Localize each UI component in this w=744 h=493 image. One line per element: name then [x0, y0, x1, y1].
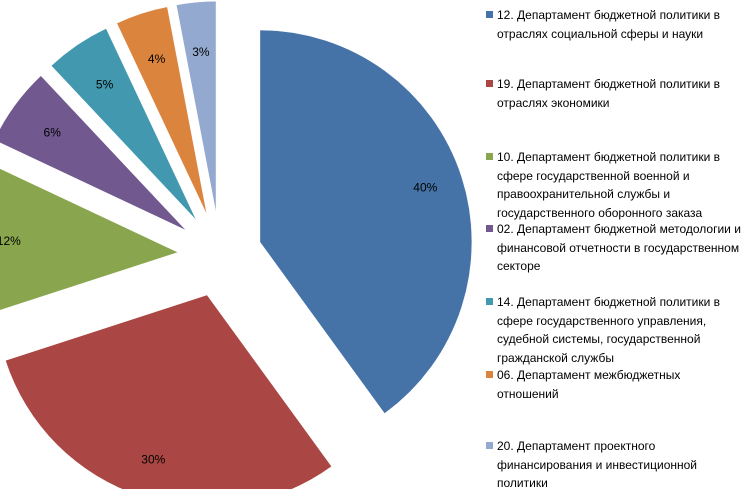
pie-slice: [50, 28, 197, 221]
legend-swatch: [486, 79, 493, 87]
pie-data-label: 5%: [96, 77, 114, 91]
pie-slice: [176, 0, 217, 214]
legend-label: 02. Департамент бюджетной методологии и …: [497, 222, 741, 273]
legend-item: 19. Департамент бюджетной политики в отр…: [486, 75, 742, 112]
legend-label: 19. Департамент бюджетной политики в отр…: [497, 77, 721, 110]
legend-item: 14. Департамент бюджетной политики в сфе…: [486, 293, 742, 367]
legend-item: 20. Департамент проектного финансировани…: [486, 437, 742, 493]
legend-label: 06. Департамент межбюджетных отношений: [497, 368, 681, 401]
pie-data-label: 40%: [413, 180, 437, 194]
pie-slice: [0, 168, 179, 311]
legend-label: 20. Департамент проектного финансировани…: [497, 439, 697, 490]
legend-label: 10. Департамент бюджетной политики в сфе…: [497, 150, 721, 220]
legend-swatch: [486, 297, 493, 305]
pie-data-labels: 40% 30% 12% 6% 5% 4% 3%: [0, 45, 438, 466]
pie-slice: [116, 6, 208, 216]
pie-slice: [5, 294, 332, 489]
legend-swatch: [486, 152, 493, 160]
pie-data-label: 30%: [141, 452, 165, 466]
pie-slice: [259, 29, 473, 414]
legend-item: 10. Департамент бюджетной политики в сфе…: [486, 148, 742, 222]
legend-item: 12. Департамент бюджетной политики в отр…: [486, 6, 742, 43]
pie-slices: [0, 0, 473, 489]
legend-label: 14. Департамент бюджетной политики в сфе…: [497, 295, 721, 365]
legend-swatch: [486, 224, 493, 232]
legend-swatch: [486, 441, 493, 449]
legend-label: 12. Департамент бюджетной политики в отр…: [497, 8, 721, 41]
pie-data-label: 4%: [148, 52, 166, 66]
legend: 12. Департамент бюджетной политики в отр…: [486, 0, 742, 490]
pie-data-label: 3%: [192, 45, 210, 59]
legend-swatch: [486, 370, 493, 378]
legend-swatch: [486, 10, 493, 18]
pie-data-label: 6%: [44, 125, 62, 139]
pie-slice: [0, 75, 187, 231]
legend-item: 06. Департамент межбюджетных отношений: [486, 366, 742, 403]
legend-item: 02. Департамент бюджетной методологии и …: [486, 220, 742, 276]
pie-data-label: 12%: [0, 234, 21, 248]
